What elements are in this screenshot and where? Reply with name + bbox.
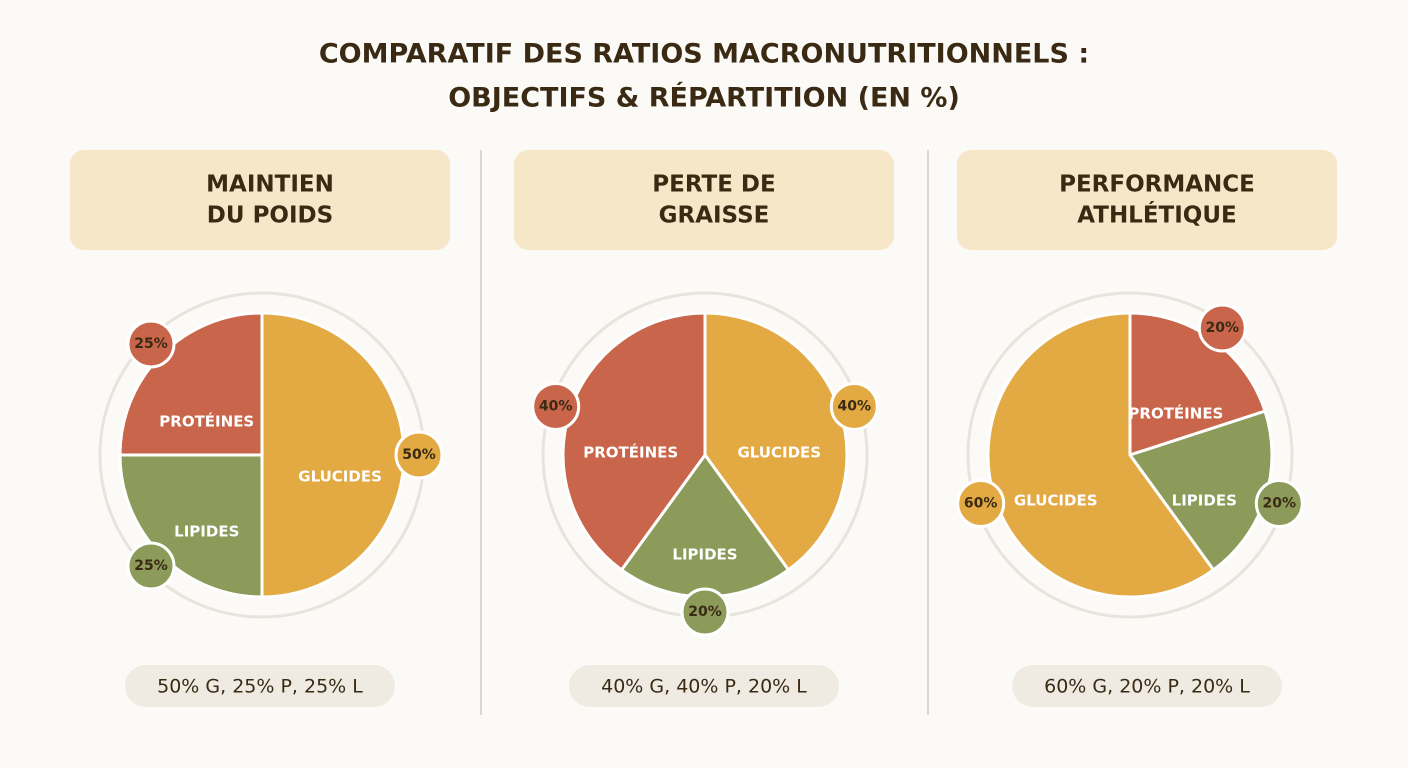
slice-label: PROTÉINES [583, 442, 678, 461]
value-badge [1197, 303, 1247, 353]
panel-title: MAINTIEN [206, 172, 334, 198]
caption: 60% G, 20% P, 20% L [1044, 676, 1250, 698]
panel-header [514, 150, 894, 250]
value-label: 40% [539, 398, 573, 414]
slice-label: LIPIDES [672, 546, 737, 564]
pie-slice [260, 311, 406, 599]
caption-pill [125, 665, 395, 707]
caption-pill [569, 665, 839, 707]
panel-title: DU POIDS [207, 203, 333, 229]
panel-title: GRAISSE [659, 203, 770, 229]
slice-label: PROTÉINES [1128, 403, 1223, 422]
panel-header [70, 150, 450, 250]
value-badge [531, 381, 581, 431]
value-badge [956, 479, 1006, 529]
value-label: 40% [838, 398, 872, 414]
main-title: OBJECTIFS & RÉPARTITION (EN %) [448, 82, 960, 114]
value-label: 20% [1206, 320, 1240, 336]
slice-label: GLUCIDES [298, 468, 382, 486]
value-badge [1254, 479, 1304, 529]
value-label: 50% [402, 447, 436, 463]
slice-label: LIPIDES [1172, 492, 1237, 510]
value-label: 25% [134, 558, 168, 574]
main-title: COMPARATIF DES RATIOS MACRONUTRITIONNELS… [319, 39, 1089, 70]
caption-pill [1012, 665, 1282, 707]
slice-label: LIPIDES [174, 523, 239, 541]
value-label: 60% [964, 496, 998, 512]
slice-label: GLUCIDES [1014, 492, 1098, 510]
pie-ring [966, 291, 1294, 619]
slice-label: PROTÉINES [159, 411, 254, 430]
value-label: 20% [1263, 496, 1297, 512]
value-label: 20% [688, 604, 722, 620]
panel-title: ATHLÉTIQUE [1077, 201, 1237, 229]
value-badge [829, 381, 879, 431]
slice-label: GLUCIDES [737, 443, 821, 461]
value-badge [126, 541, 176, 591]
panel-header [957, 150, 1337, 250]
caption: 40% G, 40% P, 20% L [601, 676, 807, 698]
panel-title: PERFORMANCE [1059, 172, 1255, 198]
value-badge [680, 587, 730, 637]
value-badge [126, 319, 176, 369]
value-badge [394, 430, 444, 480]
panel-title: PERTE DE [652, 172, 775, 198]
caption: 50% G, 25% P, 25% L [157, 676, 363, 698]
value-label: 25% [134, 336, 168, 352]
